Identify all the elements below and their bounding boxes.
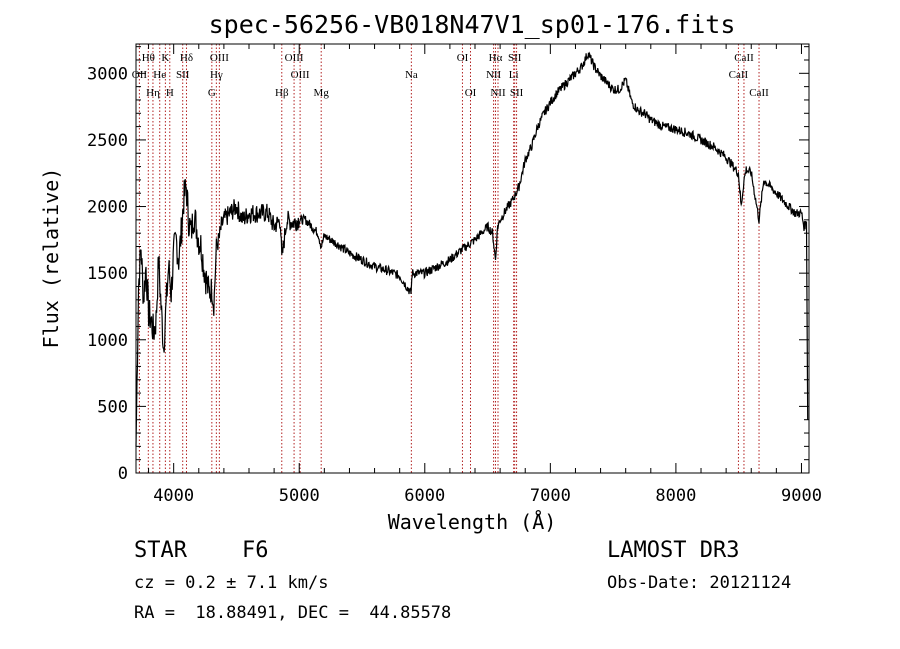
subclass-label: F6 xyxy=(242,538,269,563)
y-axis-label: Flux (relative) xyxy=(39,168,63,349)
class-label: STAR xyxy=(134,538,187,563)
plot-frame xyxy=(135,43,810,474)
line-label-14: Mg xyxy=(314,87,330,99)
emission-line-markers xyxy=(138,44,760,473)
coordinates-label: RA = 18.88491, DEC = 44.85578 xyxy=(134,603,452,623)
line-label-23: SII xyxy=(510,87,524,99)
line-label-3: He xyxy=(153,69,166,81)
line-label-7: Hδ xyxy=(180,52,193,64)
y-tick-label-3: 1500 xyxy=(87,264,128,284)
x-tick-label-3: 7000 xyxy=(530,486,571,506)
line-label-15: Na xyxy=(405,69,418,81)
spectrum-line xyxy=(135,51,809,447)
axis-ticks: 4000 5000 6000 7000 8000 9000 0 500 1000 1500 2000… xyxy=(87,44,822,506)
x-tick-label-2: 6000 xyxy=(404,486,445,506)
line-label-5: H xyxy=(166,87,174,99)
line-label-20: NII xyxy=(490,87,506,99)
line-label-12: OIII xyxy=(285,52,304,64)
spectrum-chart: spec-56256-VB018N47V1_sp01-176.fits 4000… xyxy=(39,10,822,534)
y-tick-label-5: 2500 xyxy=(87,131,128,151)
line-label-22: SII xyxy=(508,52,522,64)
line-label-8: OIII xyxy=(210,52,229,64)
x-tick-label-1: 5000 xyxy=(279,486,320,506)
line-label-17: OI xyxy=(465,87,477,99)
line-label-16: OI xyxy=(457,52,469,64)
line-label-10: G xyxy=(208,87,216,99)
obs-date-label: Obs-Date: 20121124 xyxy=(607,573,792,593)
line-label-9: Hγ xyxy=(210,69,223,81)
line-label-2: Hη xyxy=(146,87,160,99)
velocity-label: cz = 0.2 ± 7.1 km/s xyxy=(134,573,329,593)
line-label-6: SII xyxy=(176,69,190,81)
y-tick-label-6: 3000 xyxy=(87,64,128,84)
line-label-11: Hβ xyxy=(275,87,289,99)
chart-title: spec-56256-VB018N47V1_sp01-176.fits xyxy=(209,10,736,39)
line-label-4: K xyxy=(161,52,169,64)
x-tick-label-0: 4000 xyxy=(153,486,194,506)
x-tick-label-4: 8000 xyxy=(655,486,696,506)
y-tick-label-4: 2000 xyxy=(87,198,128,218)
line-label-18: NII xyxy=(486,69,502,81)
line-label-24: CaII xyxy=(729,69,749,81)
survey-label: LAMOST DR3 xyxy=(607,538,740,563)
y-tick-label-0: 0 xyxy=(118,464,128,484)
line-label-19: Hα xyxy=(489,52,503,64)
x-axis-label: Wavelength (Å) xyxy=(388,510,557,534)
x-tick-label-5: 9000 xyxy=(781,486,822,506)
line-label-25: CaII xyxy=(734,52,754,64)
line-label-26: CaII xyxy=(749,87,769,99)
y-tick-label-1: 500 xyxy=(97,397,128,417)
line-label-13: OIII xyxy=(291,69,310,81)
line-label-1: OII xyxy=(132,69,148,81)
y-tick-label-2: 1000 xyxy=(87,331,128,351)
line-label-21: Li xyxy=(509,69,519,81)
line-label-0: Hθ xyxy=(142,52,155,64)
